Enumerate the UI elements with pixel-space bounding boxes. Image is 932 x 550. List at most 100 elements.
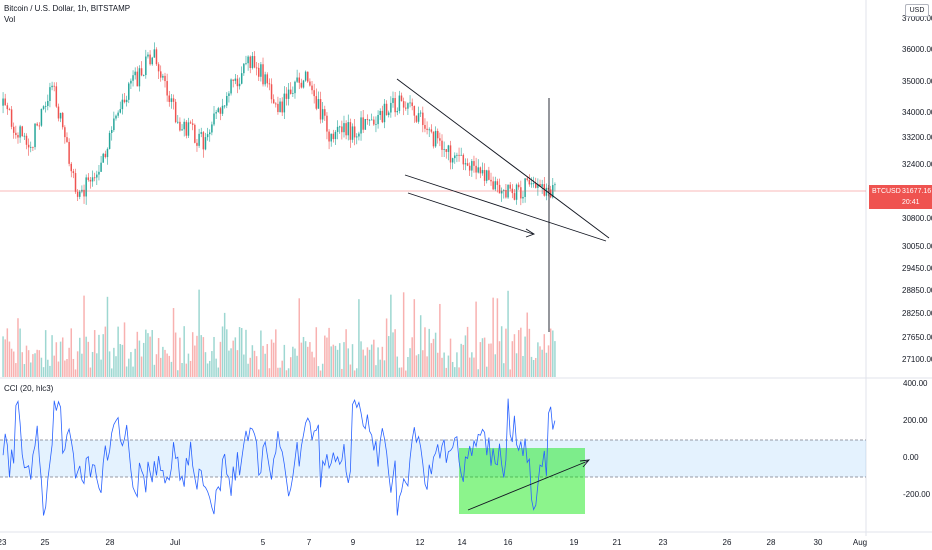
candle-body xyxy=(349,122,352,140)
cci-legend[interactable]: CCI (20, hlc3) xyxy=(4,383,53,394)
candle-body xyxy=(140,68,143,76)
volume-bar xyxy=(110,368,113,377)
price-pane[interactable] xyxy=(0,0,866,378)
time-tick-label: 16 xyxy=(504,538,513,547)
volume-bar xyxy=(351,344,354,377)
volume-bar xyxy=(326,337,328,377)
candle-body xyxy=(217,108,220,113)
volume-bar xyxy=(74,369,77,377)
volume-bar xyxy=(72,358,75,377)
candle-body xyxy=(300,82,303,88)
candle-body xyxy=(228,93,230,96)
upper-wedge-line[interactable] xyxy=(396,78,610,239)
volume-bar xyxy=(36,349,38,377)
candle-body xyxy=(334,131,337,140)
candle-body xyxy=(392,98,394,103)
candle-body xyxy=(200,132,202,134)
candle-body xyxy=(524,178,526,197)
candle-body xyxy=(520,187,522,199)
cci-label[interactable]: CCI (20, hlc3) xyxy=(4,384,54,393)
candle-body xyxy=(198,133,200,146)
candle-body xyxy=(554,184,556,186)
candle-body xyxy=(85,177,87,197)
cci-trendline-line[interactable] xyxy=(467,460,589,511)
candle-body xyxy=(47,100,49,106)
volume-bar xyxy=(492,297,494,377)
candle-body xyxy=(191,123,194,125)
chart-legend[interactable]: Bitcoin / U.S. Dollar, 1h, BITSTAMP Vol xyxy=(4,3,130,25)
candle-body xyxy=(72,171,75,174)
candle-body xyxy=(223,105,226,107)
volume-bar xyxy=(402,292,405,377)
volume-bar xyxy=(462,344,465,377)
volume-bar xyxy=(432,338,435,377)
volume-bar xyxy=(230,348,232,377)
candle-body xyxy=(528,179,531,185)
candlestick-series xyxy=(2,42,556,206)
candle-body xyxy=(209,132,211,135)
candle-body xyxy=(121,99,124,110)
candle-body xyxy=(2,98,4,106)
candle-body xyxy=(255,67,258,69)
price-axis[interactable] xyxy=(866,0,932,536)
candle-body xyxy=(396,110,399,113)
candle-body xyxy=(298,77,300,83)
volume-bar xyxy=(494,354,497,377)
candle-body xyxy=(270,84,273,100)
volume-bar xyxy=(330,346,332,377)
candle-body xyxy=(66,137,68,142)
candle-body xyxy=(51,85,53,88)
volume-bar xyxy=(27,350,30,377)
candle-body xyxy=(8,109,11,110)
volume-bar xyxy=(49,365,51,377)
candle-body xyxy=(415,115,418,122)
candle-body xyxy=(456,154,458,156)
volume-bar xyxy=(136,331,139,377)
volume-bar xyxy=(134,348,136,377)
candle-body xyxy=(34,123,36,148)
cci-axis-labels: 400.00 200.00 0.00 -200.00 xyxy=(903,379,931,499)
currency-badge[interactable]: USD xyxy=(905,4,929,17)
volume-bar xyxy=(317,366,320,377)
time-tick-label: 28 xyxy=(767,538,776,547)
volume-bar xyxy=(117,326,119,377)
candle-body xyxy=(539,183,541,187)
volume-bar xyxy=(151,330,153,377)
volume-bar xyxy=(422,350,424,377)
volume-bar xyxy=(40,357,43,377)
volume-bar xyxy=(302,336,305,377)
lower-wedge-line[interactable] xyxy=(404,174,607,242)
candle-body xyxy=(537,183,539,188)
candle-body xyxy=(12,126,15,133)
candle-body xyxy=(168,95,171,102)
candle-body xyxy=(177,121,179,123)
volume-bar xyxy=(473,357,475,377)
arrow-trendline[interactable] xyxy=(407,192,534,235)
candle-body xyxy=(381,110,384,123)
volume-bar xyxy=(202,337,205,377)
volume-bar xyxy=(405,370,407,377)
volume-bar xyxy=(149,336,151,377)
volume-bar xyxy=(61,337,64,377)
candle-body xyxy=(42,106,45,109)
symbol-title[interactable]: Bitcoin / U.S. Dollar, 1h, BITSTAMP xyxy=(4,4,131,13)
volume-bar xyxy=(311,351,313,377)
candle-body xyxy=(240,73,243,84)
candle-body xyxy=(383,103,386,123)
time-tick-label: 30 xyxy=(814,538,823,547)
volume-bar xyxy=(296,355,298,377)
volume-bar xyxy=(198,289,200,377)
cci-highlight-box[interactable] xyxy=(459,448,585,514)
cci-trendline[interactable] xyxy=(467,459,591,511)
time-tick-label: 5 xyxy=(261,538,266,547)
candle-body xyxy=(166,81,168,96)
candle-body xyxy=(87,177,90,180)
wedge-drawings[interactable] xyxy=(396,78,610,332)
candle-body xyxy=(145,56,147,76)
volume-bar xyxy=(172,308,175,377)
volume-label[interactable]: Vol xyxy=(4,15,16,24)
volume-bar xyxy=(383,360,386,377)
time-tick-label: 12 xyxy=(416,538,425,547)
candle-body xyxy=(445,149,448,152)
